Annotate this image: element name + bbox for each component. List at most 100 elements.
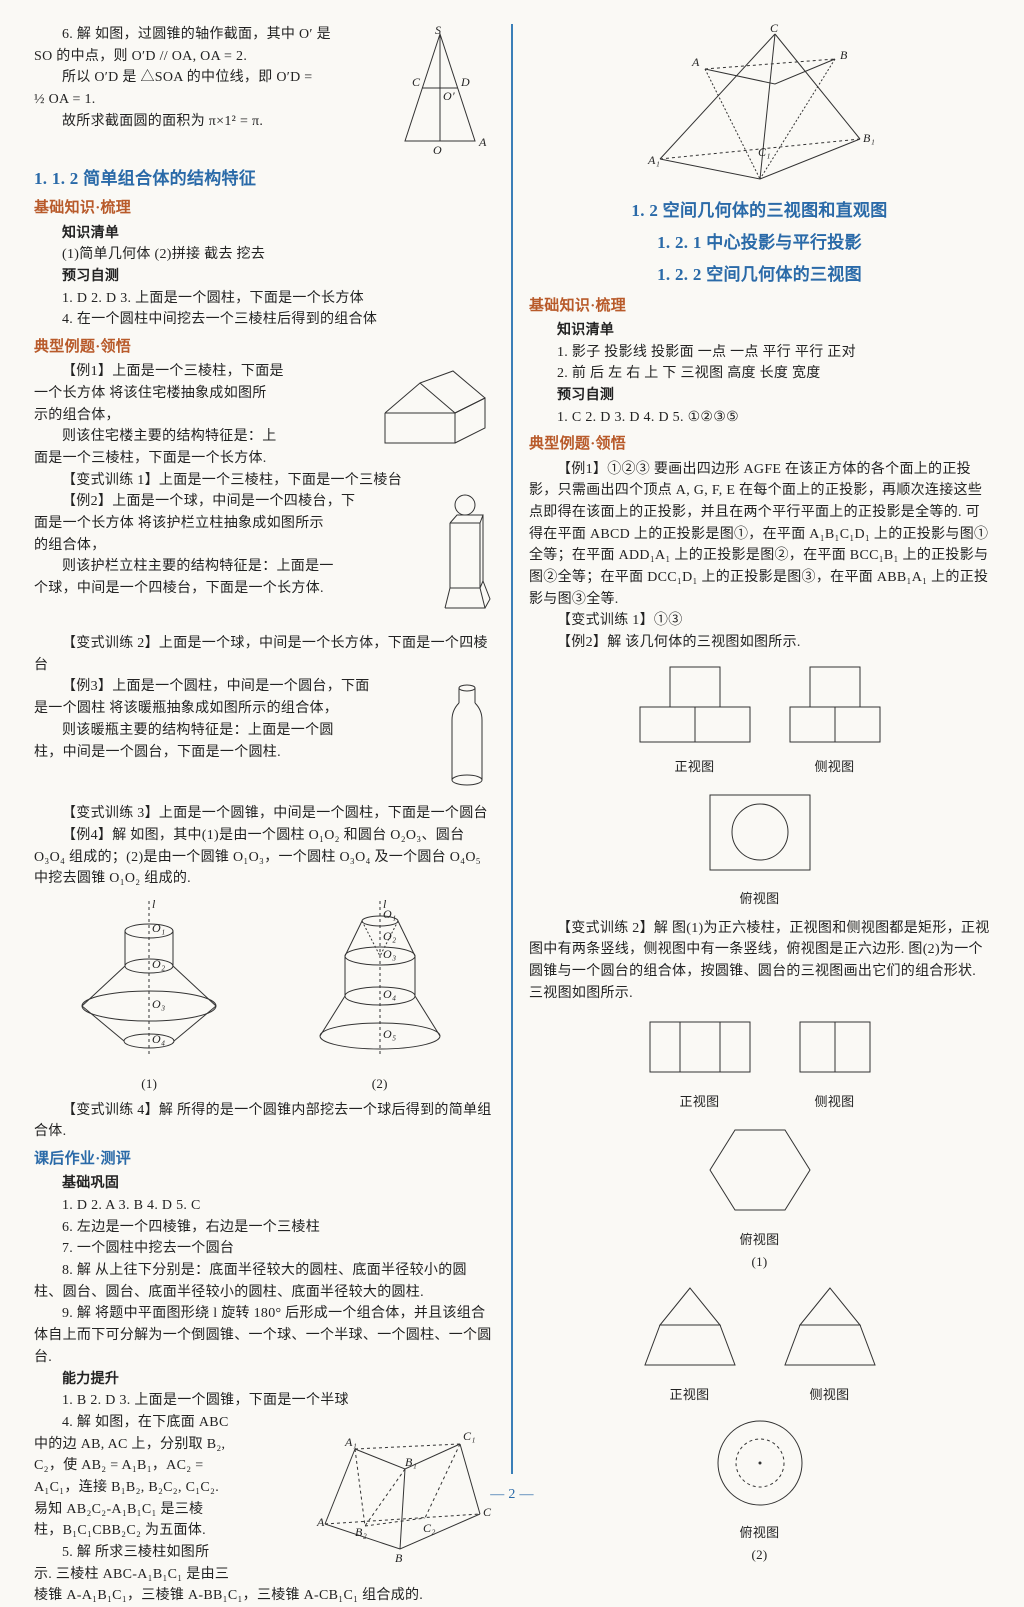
three-view-set-3: 正视图 侧视图 [529, 1280, 990, 1405]
zsqd-r-2: 2. 前 后 左 右 上 下 三视图 高度 长度 宽度 [529, 363, 990, 385]
bottle-figure [440, 678, 495, 801]
svg-text:C: C [412, 75, 421, 89]
cap-2: (2) [705, 1545, 815, 1565]
v2: 【变式训练 2】上面是一个球，中间是一个长方体，下面是一个四棱台 [34, 633, 495, 676]
zsqd-items: (1)简单几何体 (2)拼接 截去 挖去 [34, 244, 495, 266]
svg-text:B₁: B₁ [863, 131, 875, 145]
svg-text:O₄: O₄ [152, 1032, 165, 1046]
svg-text:C₁: C₁ [758, 145, 771, 159]
column-divider [511, 24, 513, 1474]
nlts-ans: 1. B 2. D 3. 上面是一个圆锥，下面是一个半球 [34, 1390, 495, 1412]
svg-text:A: A [316, 1515, 325, 1529]
heading-khzy: 课后作业·测评 [34, 1148, 495, 1171]
svg-text:A₁: A₁ [344, 1435, 357, 1449]
ex2-l4: 则该护栏立柱主要的结构特征是：上面是一 [34, 556, 495, 578]
svg-text:O₁: O₁ [152, 921, 165, 935]
svg-text:C₁: C₁ [463, 1429, 476, 1443]
three-view-set-1: 正视图 侧视图 [529, 662, 990, 777]
side-view-label-1: 侧视图 [785, 757, 885, 777]
prism-figure: ABC A₁B₁C₁ B₂C₂ [305, 1414, 495, 1572]
top-view-3: 俯视图 (2) [529, 1413, 990, 1565]
svg-text:B₂: B₂ [355, 1525, 367, 1539]
nlts4-l9: 棱锥 A-A₁B₁C₁，三棱锥 A-BB₁C₁，三棱锥 A-CB₁C₁ 组合成的… [34, 1585, 495, 1607]
top-view-1: 俯视图 [529, 785, 990, 910]
svg-text:A₁: A₁ [647, 153, 660, 167]
heading-jichu-r: 基础知识·梳理 [529, 295, 990, 318]
jcgg-8: 8. 解 从上往下分别是：底面半径较大的圆柱、底面半径较小的圆柱、圆台、圆台、底… [34, 1260, 495, 1303]
svg-text:C: C [770, 24, 779, 35]
jcgg-ans: 1. D 2. A 3. B 4. D 5. C [34, 1195, 495, 1217]
tetra-figure: C A B A₁ B₁ C₁ [529, 24, 990, 192]
svg-text:S: S [435, 26, 441, 37]
heading-jcgg: 基础巩固 [34, 1173, 495, 1195]
cap-1: (1) [705, 1252, 815, 1272]
top-view-label-1: 俯视图 [700, 889, 820, 909]
ex2-l1: 【例2】上面是一个球，中间是一个四棱台，下 [34, 491, 495, 513]
jcgg-9: 9. 解 将题中平面图形绕 l 旋转 180° 后形成一个组合体，并且该组合体自… [34, 1303, 495, 1368]
ex2-l3: 的组合体， [34, 535, 495, 557]
svg-text:O₃: O₃ [383, 947, 396, 961]
svg-text:C₂: C₂ [423, 1521, 436, 1535]
jcgg-7: 7. 一个圆柱中挖去一个圆台 [34, 1238, 495, 1260]
svg-text:O: O [433, 143, 442, 156]
svg-text:O₃: O₃ [152, 997, 165, 1011]
ex4: 【例4】解 如图，其中(1)是由一个圆柱 O₁O₂ 和圆台 O₂O₃、圆台 O₃… [34, 825, 495, 890]
svg-text:O₄: O₄ [383, 987, 396, 1001]
top-view-label-3: 俯视图 [705, 1523, 815, 1543]
section-1-2-2: 1. 2. 2 空间几何体的三视图 [529, 262, 990, 288]
right-column: C A B A₁ B₁ C₁ 1. 2 空间几何体的三视图和直观图 1. 2. 1 … [519, 24, 1000, 1474]
svg-text:O₂: O₂ [383, 929, 396, 943]
ex2-l5: 个球，中间是一个四棱台，下面是一个长方体. [34, 578, 495, 600]
ex3-l1: 【例3】上面是一个圆柱，中间是一个圆台，下面 [34, 676, 495, 698]
section-1-2-1: 1. 2. 1 中心投影与平行投影 [529, 230, 990, 256]
svg-text:B: B [840, 48, 848, 62]
front-view-label-2: 正视图 [640, 1092, 760, 1112]
svg-text:A: A [478, 135, 487, 149]
house-figure [375, 363, 495, 461]
yxzc-r-ans: 1. C 2. D 3. D 4. D 5. ①②③⑤ [529, 407, 990, 429]
top-view-label-2: 俯视图 [705, 1230, 815, 1250]
pillar-figure [435, 493, 495, 631]
side-view-label-3: 侧视图 [775, 1385, 885, 1405]
v2-r: 【变式训练 2】解 图(1)为正六棱柱，正视图和侧视图都是矩形，正视图中有两条竖… [529, 918, 990, 1005]
front-view-label-3: 正视图 [635, 1385, 745, 1405]
ex2-l2: 面是一个长方体 将该护栏立柱抽象成如图所示 [34, 513, 495, 535]
cone-section-figure: S C D O′ O A [385, 26, 495, 156]
v1-r: 【变式训练 1】①③ [529, 610, 990, 632]
heading-yxzc-r: 预习自测 [529, 385, 990, 407]
left-column: S C D O′ O A 6. 解 如图，过圆锥的轴作截面，其中 O′ 是 SO… [24, 24, 505, 1474]
svg-text:A: A [691, 55, 700, 69]
section-1-1-2: 1. 1. 2 简单组合体的结构特征 [34, 166, 495, 192]
ex2-r-head: 【例2】解 该几何体的三视图如图所示. [529, 632, 990, 654]
ex3-l3: 则该暖瓶主要的结构特征是：上面是一个圆 [34, 720, 495, 742]
heading-dxlt-r: 典型例题·领悟 [529, 433, 990, 456]
section-1-2: 1. 2 空间几何体的三视图和直观图 [529, 198, 990, 224]
zsqd-r-1: 1. 影子 投影线 投影面 一点 一点 平行 平行 正对 [529, 342, 990, 364]
jcgg-6: 6. 左边是一个四棱锥，右边是一个三棱柱 [34, 1217, 495, 1239]
ex1-r: 【例1】①②③ 要画出四边形 AGFE 在该正方体的各个面上的正投影，只需画出四… [529, 459, 990, 611]
heading-dxlt: 典型例题·领悟 [34, 336, 495, 359]
front-view-label-1: 正视图 [635, 757, 755, 777]
v1: 【变式训练 1】上面是一个三棱柱，下面是一个三棱台 [34, 470, 495, 492]
svg-text:D: D [460, 75, 470, 89]
svg-text:O₅: O₅ [383, 1027, 396, 1041]
ex3-l2: 是一个圆柱 将该暖瓶抽象成如图所示的组合体， [34, 698, 495, 720]
yxzc-q4: 4. 在一个圆柱中间挖去一个三棱柱后得到的组合体 [34, 309, 495, 331]
side-view-label-2: 侧视图 [790, 1092, 880, 1112]
svg-text:O′: O′ [443, 89, 455, 103]
three-view-set-2: 正视图 侧视图 [529, 1012, 990, 1112]
heading-yxzc: 预习自测 [34, 266, 495, 288]
v4: 【变式训练 4】解 所得的是一个圆锥内部挖去一个球后得到的简单组合体. [34, 1100, 495, 1143]
svg-text:B₁: B₁ [405, 1455, 417, 1469]
heading-jichu: 基础知识·梳理 [34, 197, 495, 220]
heading-nlts: 能力提升 [34, 1369, 495, 1391]
svg-text:l: l [152, 897, 156, 911]
revolution-figures: l O₁O₂ O₃O₄ (1) [34, 896, 495, 1094]
svg-text:C: C [483, 1505, 492, 1519]
yxzc-answers: 1. D 2. D 3. 上面是一个圆柱，下面是一个长方体 [34, 288, 495, 310]
heading-zsqd-r: 知识清单 [529, 320, 990, 342]
svg-text:O₁: O₁ [383, 907, 396, 921]
svg-text:O₂: O₂ [152, 957, 165, 971]
v3: 【变式训练 3】上面是一个圆锥，中间是一个圆柱，下面是一个圆台 [34, 803, 495, 825]
top-view-2: 俯视图 (1) [529, 1120, 990, 1272]
